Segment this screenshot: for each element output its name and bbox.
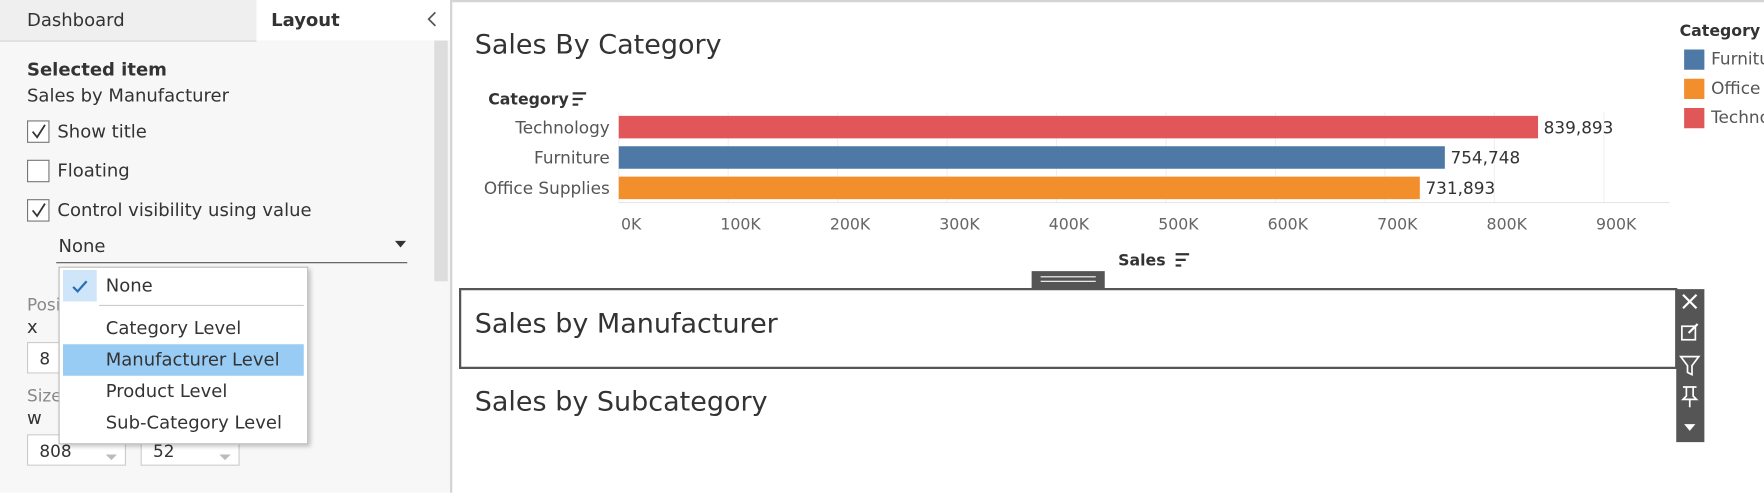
x-tick-label: 900K	[1596, 215, 1637, 234]
check-mark	[28, 200, 48, 220]
dropdown-value[interactable]: None	[58, 235, 106, 257]
field-label: w	[27, 407, 42, 429]
x-tick-label: 700K	[1377, 215, 1418, 234]
bar	[618, 146, 1445, 169]
sort-icon[interactable]	[572, 92, 587, 106]
value-axis-title: Sales	[1118, 251, 1165, 270]
legend-swatch	[1684, 78, 1705, 99]
chart-title: Sales By Category	[475, 30, 722, 61]
close-icon[interactable]	[1682, 293, 1698, 310]
menu-item[interactable]: Manufacturer Level	[63, 344, 304, 376]
category-label: Technology	[514, 117, 609, 137]
checkbox-label: Show title	[57, 120, 147, 142]
dropdown-line	[56, 262, 408, 264]
check-column	[63, 270, 97, 302]
field-label: Size	[27, 385, 62, 407]
more-icon[interactable]	[1684, 424, 1696, 431]
x-tick-label: 600K	[1268, 215, 1309, 234]
category-label: Office Supplies	[484, 178, 610, 198]
category-label: Furniture	[534, 148, 610, 168]
check-mark	[70, 276, 90, 296]
x-tick-label: 200K	[830, 215, 871, 234]
tab[interactable]: Dashboard	[27, 9, 125, 31]
x-tick-label: 0K	[621, 215, 642, 234]
tab-bg	[0, 0, 257, 42]
spin-arrow[interactable]	[219, 454, 231, 462]
menu-item[interactable]: None	[63, 270, 304, 302]
menu-item-label: None	[105, 274, 153, 296]
dropdown-menu: None Category Level Manufacturer Level Prod…	[58, 266, 309, 445]
check-icon	[31, 203, 46, 218]
check-mark	[28, 122, 48, 142]
dropdown-arrow[interactable]	[394, 240, 407, 250]
section-title: Selected item	[27, 58, 167, 80]
legend-label: Technology	[1710, 107, 1764, 127]
x-tick-label: 400K	[1049, 215, 1090, 234]
legend-label: Office Supplies	[1711, 78, 1764, 98]
bar	[618, 176, 1420, 200]
resize-handle[interactable]	[1031, 271, 1105, 288]
x-tick-label: 100K	[720, 215, 761, 234]
menu-item-label: Manufacturer Level	[105, 348, 280, 371]
selected-item: Sales by Manufacturer	[27, 84, 230, 106]
data-label: 754,748	[1450, 148, 1520, 168]
scrollbar[interactable]	[434, 40, 448, 282]
legend-swatch	[1684, 108, 1705, 129]
legend-label: Furniture	[1711, 49, 1764, 69]
zone-title: Sales by Subcategory	[475, 386, 768, 417]
collapse-icon[interactable]	[425, 11, 439, 27]
legend-title: Category	[1680, 21, 1761, 40]
menu-item-label: Product Level	[105, 380, 228, 402]
checkbox[interactable]	[27, 159, 50, 183]
legend-swatch	[1684, 49, 1705, 70]
tab-bg	[256, 0, 450, 41]
category-header: Category	[488, 90, 569, 109]
filter-icon[interactable]	[1679, 355, 1701, 376]
data-label: 731,893	[1425, 178, 1495, 198]
menu-item[interactable]: Category Level	[63, 313, 304, 345]
x-tick-label: 800K	[1487, 215, 1528, 234]
bar	[618, 115, 1539, 139]
zone-title: Sales by Manufacturer	[475, 309, 779, 340]
field-label: x	[27, 316, 38, 338]
menu-item-label: Sub-Category Level	[105, 411, 282, 434]
checkbox-label: Control visibility using value	[57, 199, 312, 221]
data-label: 839,893	[1544, 117, 1614, 137]
x-tick-label: 300K	[939, 215, 980, 234]
menu-item[interactable]: Product Level	[63, 376, 304, 408]
x-tick-label: 500K	[1158, 215, 1199, 234]
open-icon[interactable]	[1681, 323, 1699, 341]
layout-panel: Dashboard Layout Selected item Sales by …	[0, 0, 453, 493]
menu-separator	[99, 304, 304, 306]
menu-item[interactable]: Sub-Category Level	[63, 407, 304, 439]
zone-toolbar	[1676, 289, 1705, 443]
check-icon	[72, 280, 88, 294]
menu-item-label: Category Level	[105, 317, 242, 339]
check-icon	[31, 124, 46, 139]
tab[interactable]: Layout	[271, 9, 340, 31]
sort-icon[interactable]	[1175, 253, 1190, 267]
spin-arrow[interactable]	[105, 454, 117, 462]
checkbox-label: Floating	[57, 159, 130, 182]
pin-icon[interactable]	[1680, 386, 1699, 408]
